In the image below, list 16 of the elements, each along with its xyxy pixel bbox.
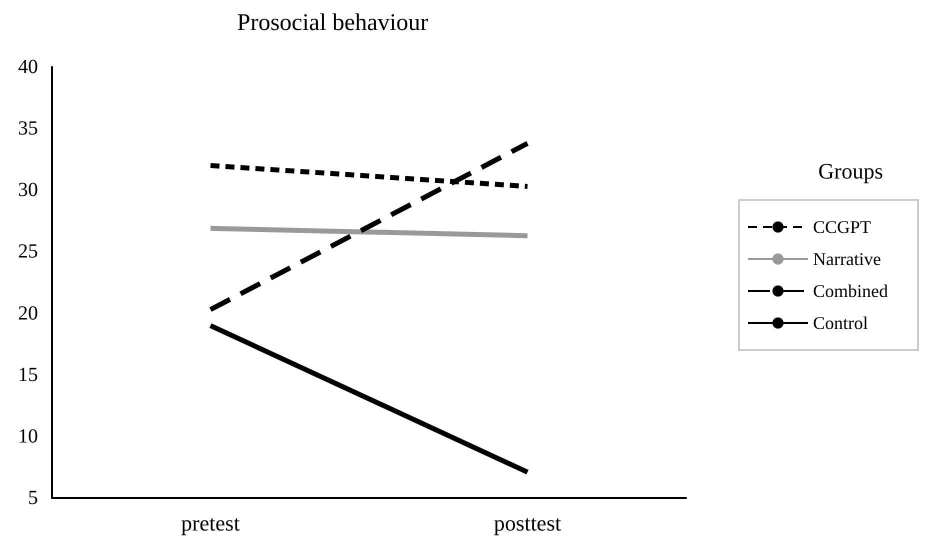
y-tick-label: 25 — [18, 240, 38, 263]
y-tick-label: 5 — [28, 487, 38, 509]
y-tick-label: 10 — [18, 425, 38, 448]
y-tick-label: 15 — [18, 364, 38, 386]
x-tick-label: posttest — [494, 510, 562, 536]
legend-label: Narrative — [813, 249, 881, 269]
legend-label: Control — [813, 313, 868, 333]
chart-title: Prosocial behaviour — [237, 10, 428, 36]
y-tick-label: 35 — [18, 118, 38, 140]
legend-label: CCGPT — [813, 217, 872, 237]
y-tick-label: 30 — [18, 179, 38, 202]
legend-title: Groups — [818, 158, 884, 184]
legend-label: Combined — [813, 281, 888, 301]
y-tick-label: 20 — [18, 302, 38, 324]
y-tick-label: 40 — [18, 56, 38, 78]
x-tick-label: pretest — [181, 510, 240, 536]
